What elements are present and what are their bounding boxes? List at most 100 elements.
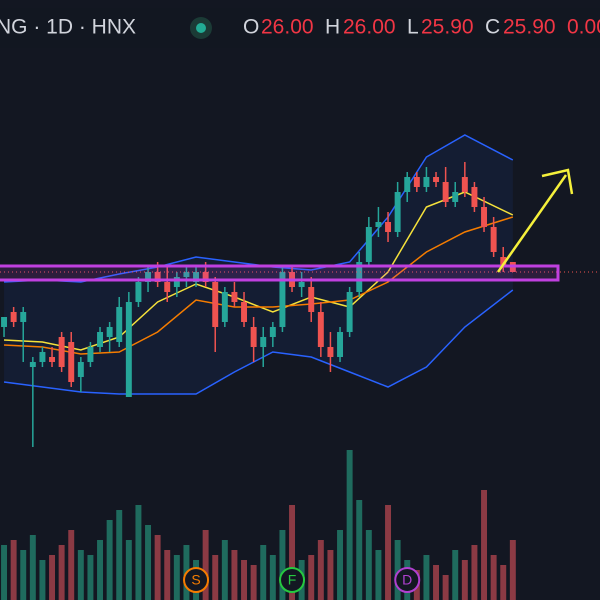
volume-bar (231, 550, 238, 600)
candle-body (327, 347, 334, 357)
candle-body (423, 177, 430, 187)
volume-bar (308, 555, 315, 600)
volume-bar (77, 550, 84, 600)
volume-bar (490, 555, 497, 600)
arrow-shaft (496, 174, 568, 273)
candle-body (433, 177, 440, 182)
volume-bar (394, 540, 401, 600)
volume-bar (481, 490, 488, 600)
change: 0.00 (567, 16, 600, 39)
volume-bar (97, 540, 104, 600)
ohlc-key: C (485, 16, 500, 39)
candle-body (260, 337, 267, 347)
volume-bar (289, 505, 296, 600)
candle-body (183, 272, 190, 277)
candle-body (452, 192, 459, 202)
volume-bar (375, 550, 382, 600)
volume-bar (365, 530, 372, 600)
ohlc-key: H (325, 16, 340, 39)
volume-bar (125, 540, 132, 600)
candle-body (308, 287, 315, 312)
volume-bar (442, 575, 449, 600)
volume-bar (68, 530, 75, 600)
ohlc-value: 26.00 (343, 16, 396, 39)
candle-body (49, 357, 56, 362)
volume-bar (221, 540, 228, 600)
event-label: D (402, 572, 412, 588)
volume-bar (250, 565, 257, 600)
candle-body (241, 302, 248, 322)
volume-bar (500, 565, 507, 600)
event-label: S (191, 572, 200, 588)
header-bg (0, 8, 600, 48)
candle-body (1, 317, 8, 327)
volume-bar (241, 560, 248, 600)
volume-bar (461, 560, 468, 600)
candle-body (442, 182, 449, 202)
candle-body (404, 177, 411, 192)
candle-body (202, 272, 209, 282)
candle-body (221, 292, 228, 322)
event-marker (183, 567, 210, 593)
volume-bar (116, 510, 123, 600)
volume-bar (452, 550, 459, 600)
candle-body (231, 292, 238, 302)
volume-bar (58, 545, 65, 600)
volume-bar (20, 550, 27, 600)
volume-bar (49, 555, 56, 600)
candle-body (346, 292, 353, 332)
candle-body (337, 332, 344, 357)
event-marker (394, 567, 421, 593)
symbol: NG · 1D · HNX (0, 16, 136, 39)
candle-body (375, 222, 382, 227)
volume-bar (346, 450, 353, 600)
candle-body (20, 312, 27, 322)
volume-bar (279, 530, 286, 600)
arrow-head (541, 168, 574, 195)
volume-bar (471, 545, 478, 600)
volume-bar (1, 545, 8, 600)
candle-body (77, 362, 84, 377)
candle-body (39, 352, 46, 362)
candle-body (58, 337, 65, 367)
candle-body (279, 272, 286, 327)
candle-body (29, 362, 36, 367)
ohlc-key: O (243, 16, 259, 39)
event-marker (279, 567, 306, 593)
volume-bar (212, 555, 219, 600)
candle-body (317, 312, 324, 347)
candle-body (87, 347, 94, 362)
candle-body (10, 312, 17, 322)
candle-body (106, 327, 113, 337)
candle-body (461, 177, 468, 192)
overlay-line (3, 216, 514, 355)
candle-body (212, 282, 219, 327)
candle-body (135, 282, 142, 302)
volume-bar (269, 555, 276, 600)
candle-body (385, 222, 392, 232)
candle-body (298, 282, 305, 287)
volume-bar (173, 555, 180, 600)
candle-body (68, 342, 75, 382)
volume-bar (106, 520, 113, 600)
volume-bar (260, 545, 267, 600)
candle-body (193, 272, 200, 282)
ohlc-value: 25.90 (503, 16, 556, 39)
volume-bar (509, 540, 516, 600)
volume-bar (10, 540, 17, 600)
volume-bar (327, 550, 334, 600)
volume-bar (385, 505, 392, 600)
candle-body (116, 307, 123, 342)
status-dot (196, 23, 206, 33)
candle-body (97, 332, 104, 347)
volume-bar (337, 530, 344, 600)
candle-body (481, 207, 488, 227)
volume-bar (164, 550, 171, 600)
candle-body (250, 327, 257, 347)
event-label: F (288, 572, 297, 588)
candle-body (365, 227, 372, 262)
volume-bar (135, 505, 142, 600)
ohlc-value: 25.90 (421, 16, 474, 39)
volume-bar (202, 530, 209, 600)
